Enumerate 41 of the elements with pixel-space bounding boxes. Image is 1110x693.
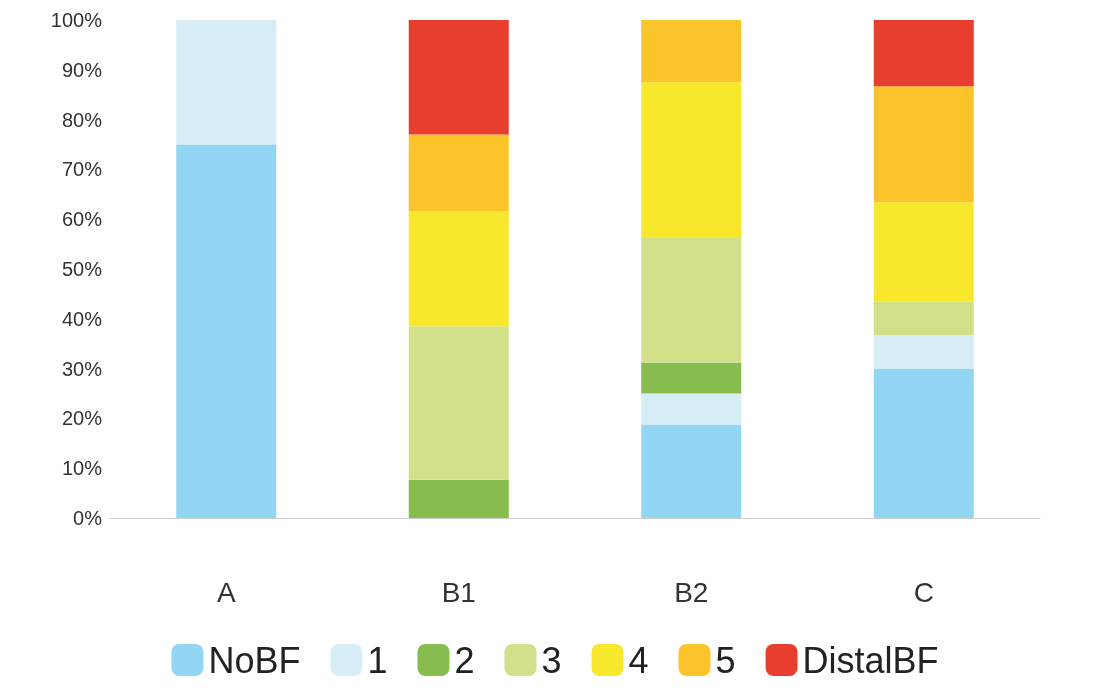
legend-label: NoBF (208, 639, 301, 681)
legend-label: 4 (628, 639, 649, 681)
bar (873, 301, 974, 336)
bar (641, 20, 742, 83)
y-tick-label: 100% (50, 9, 103, 31)
bar (641, 362, 742, 394)
bar (408, 479, 509, 518)
y-tick-label: 10% (61, 457, 103, 480)
bar (873, 202, 974, 302)
legend-label: 2 (454, 639, 475, 681)
legend-label: DistalBF (802, 639, 939, 681)
x-tick-label: B1 (441, 576, 476, 608)
y-tick-label: 60% (61, 208, 103, 231)
y-tick-label: 20% (61, 407, 103, 430)
legend-label: 3 (541, 639, 562, 681)
bar (176, 20, 277, 145)
bar (641, 424, 742, 518)
bar (873, 368, 974, 518)
x-tick-label: B2 (674, 576, 709, 608)
bar (176, 144, 277, 518)
bar (408, 20, 509, 135)
bar (408, 326, 509, 480)
y-tick-label: 50% (61, 258, 103, 280)
bar (641, 238, 742, 363)
bar (873, 335, 974, 369)
bar (641, 82, 742, 239)
y-tick-label: 0% (73, 507, 103, 529)
bar (873, 20, 974, 87)
bar (641, 393, 742, 425)
bar (873, 86, 974, 203)
y-tick-label: 90% (61, 58, 103, 81)
x-tick-label: C (913, 576, 934, 608)
legend-label: 5 (715, 639, 736, 681)
x-tick-label: A (216, 576, 236, 608)
bar (408, 134, 509, 212)
y-tick-label: 80% (61, 108, 103, 131)
y-tick-label: 40% (61, 307, 103, 330)
bar (408, 211, 509, 327)
y-tick-label: 70% (61, 158, 103, 181)
y-tick-label: 30% (61, 357, 103, 380)
legend-label: 1 (367, 639, 388, 681)
